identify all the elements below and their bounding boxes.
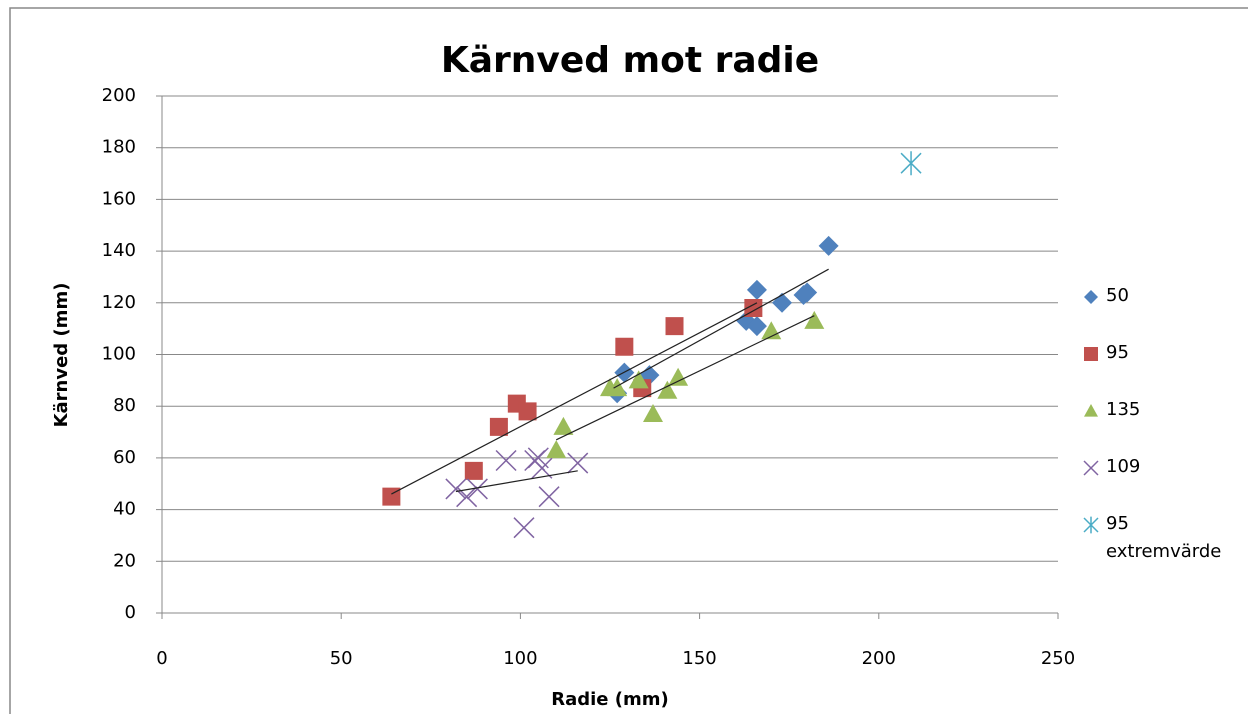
point	[746, 279, 767, 300]
point	[518, 402, 537, 421]
y-tick-label: 120	[102, 292, 136, 313]
legend-marker	[1083, 460, 1099, 476]
point	[818, 235, 839, 256]
point	[772, 292, 793, 313]
y-tick-label: 0	[125, 602, 136, 623]
legend-entry: 109	[1082, 453, 1216, 510]
legend-marker	[1084, 347, 1098, 361]
chart-border	[9, 7, 1248, 714]
legend-marker	[1084, 404, 1098, 417]
legend-entry: 135	[1082, 396, 1216, 453]
y-tick-label: 180	[102, 137, 136, 158]
trendline	[391, 302, 758, 495]
legend: 50 95 135 109 95 extremvärde	[1082, 282, 1242, 567]
point	[761, 321, 782, 340]
legend-marker	[1084, 290, 1098, 304]
trendline	[613, 268, 829, 389]
point	[466, 478, 488, 500]
legend-label: 95 extremvärde	[1106, 513, 1222, 562]
x-tick-label: 0	[156, 648, 167, 669]
point	[464, 461, 483, 480]
point	[900, 151, 922, 176]
marker	[1084, 347, 1098, 361]
point	[615, 337, 634, 356]
point	[546, 440, 567, 459]
y-tick-label: 60	[113, 447, 136, 468]
y-tick-label: 160	[102, 188, 136, 209]
point	[553, 416, 574, 435]
x-tick-label: 50	[330, 648, 353, 669]
point	[495, 449, 517, 472]
legend-marker	[1083, 516, 1099, 534]
y-tick-label: 40	[113, 499, 136, 520]
legend-entry: 50	[1082, 282, 1216, 339]
x-tick-label: 250	[1041, 648, 1075, 669]
legend-label: 50	[1106, 285, 1129, 306]
point	[744, 298, 763, 317]
marker	[1084, 290, 1098, 304]
y-tick-label: 200	[102, 85, 136, 106]
legend-entry: 95 extremvärde	[1082, 510, 1221, 567]
y-axis-label: Kärnved (mm)	[51, 283, 72, 428]
legend-entry: 95	[1082, 339, 1216, 396]
marker	[1084, 404, 1098, 417]
point	[643, 403, 664, 422]
point	[531, 457, 553, 479]
point	[797, 282, 818, 303]
point	[804, 310, 825, 329]
point	[513, 517, 535, 539]
point	[456, 486, 478, 508]
marker	[1083, 516, 1099, 534]
trendline	[455, 470, 578, 493]
point	[668, 367, 689, 386]
chart-title: Kärnved mot radie	[441, 40, 819, 81]
point	[445, 478, 467, 500]
point	[489, 417, 508, 436]
point	[567, 452, 589, 474]
point	[665, 317, 684, 336]
marker	[1083, 460, 1099, 476]
point	[538, 486, 560, 508]
point	[607, 378, 628, 397]
legend-label: 135	[1106, 399, 1141, 420]
legend-label: 109	[1106, 456, 1141, 477]
point	[628, 370, 649, 389]
y-tick-label: 20	[113, 550, 136, 571]
point	[746, 316, 767, 337]
legend-label: 95	[1106, 342, 1129, 363]
x-tick-label: 100	[503, 648, 537, 669]
y-tick-label: 100	[102, 344, 136, 365]
y-tick-label: 80	[113, 395, 136, 416]
x-tick-label: 150	[682, 648, 716, 669]
x-tick-label: 200	[862, 648, 896, 669]
x-axis-label: Radie (mm)	[551, 689, 669, 710]
point	[657, 380, 678, 399]
y-tick-label: 140	[102, 240, 136, 261]
trendline	[555, 315, 815, 441]
